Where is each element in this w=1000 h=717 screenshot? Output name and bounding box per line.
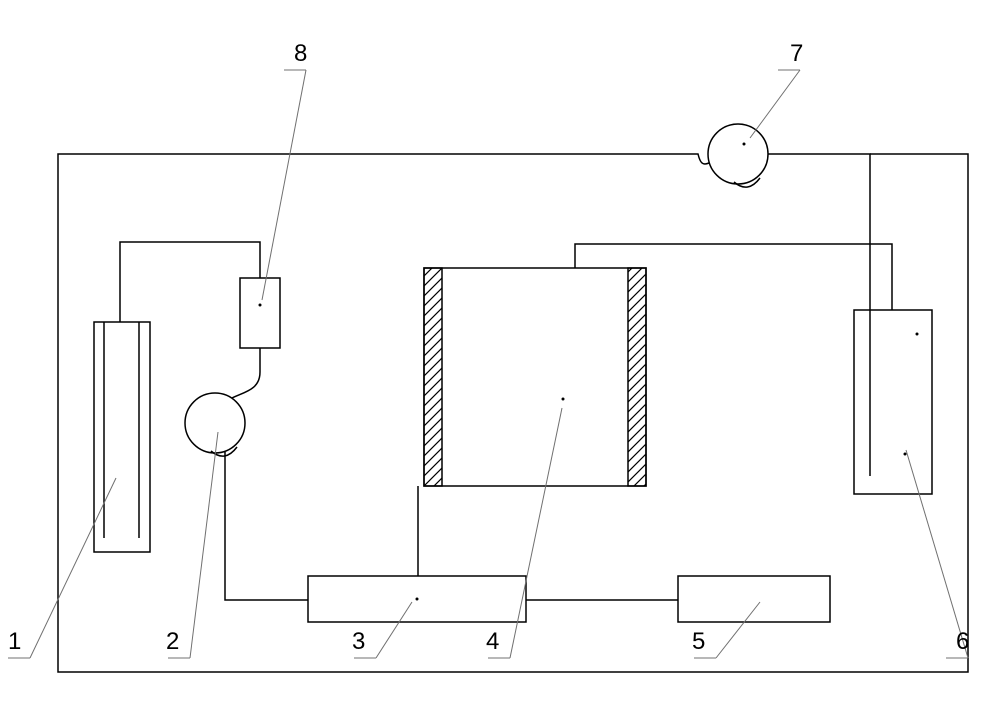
- label-4: 4: [486, 628, 499, 656]
- label-5: 5: [692, 628, 705, 656]
- label-3: 3: [352, 628, 365, 656]
- diagram-svg: [0, 0, 1000, 717]
- label-8: 8: [294, 40, 307, 68]
- label-1: 1: [8, 628, 21, 656]
- schematic-diagram: [0, 0, 1000, 717]
- label-6: 6: [956, 628, 969, 656]
- label-2: 2: [166, 628, 179, 656]
- label-7: 7: [790, 40, 803, 68]
